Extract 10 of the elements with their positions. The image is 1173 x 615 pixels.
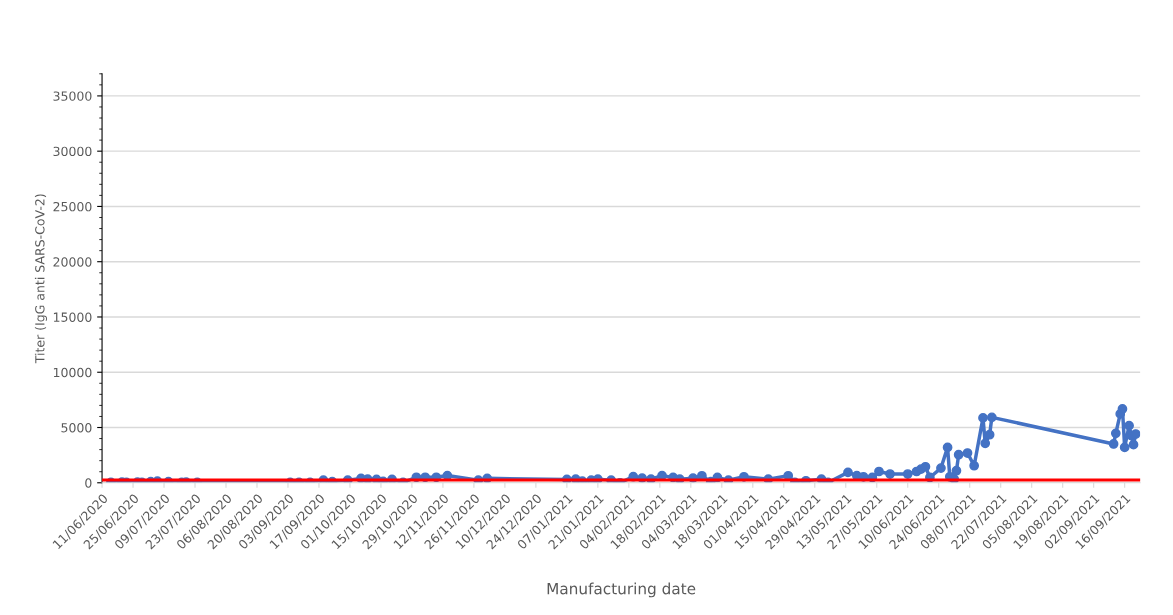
y-tick-label: 10000 [53,367,92,378]
x-axis-title: Manufacturing date [547,582,696,598]
y-axis-title: Titer (IgG anti SARS-CoV-2) [34,194,48,364]
y-tick-label: 35000 [53,91,92,101]
y-tick-label: 15000 [53,312,92,322]
y-tick-label: 0 [85,478,92,488]
y-tick-label: 25000 [53,201,92,212]
y-tick-label: 20000 [53,257,92,267]
y-tick-label: 30000 [53,146,92,157]
y-tick-label: 5000 [61,422,92,433]
